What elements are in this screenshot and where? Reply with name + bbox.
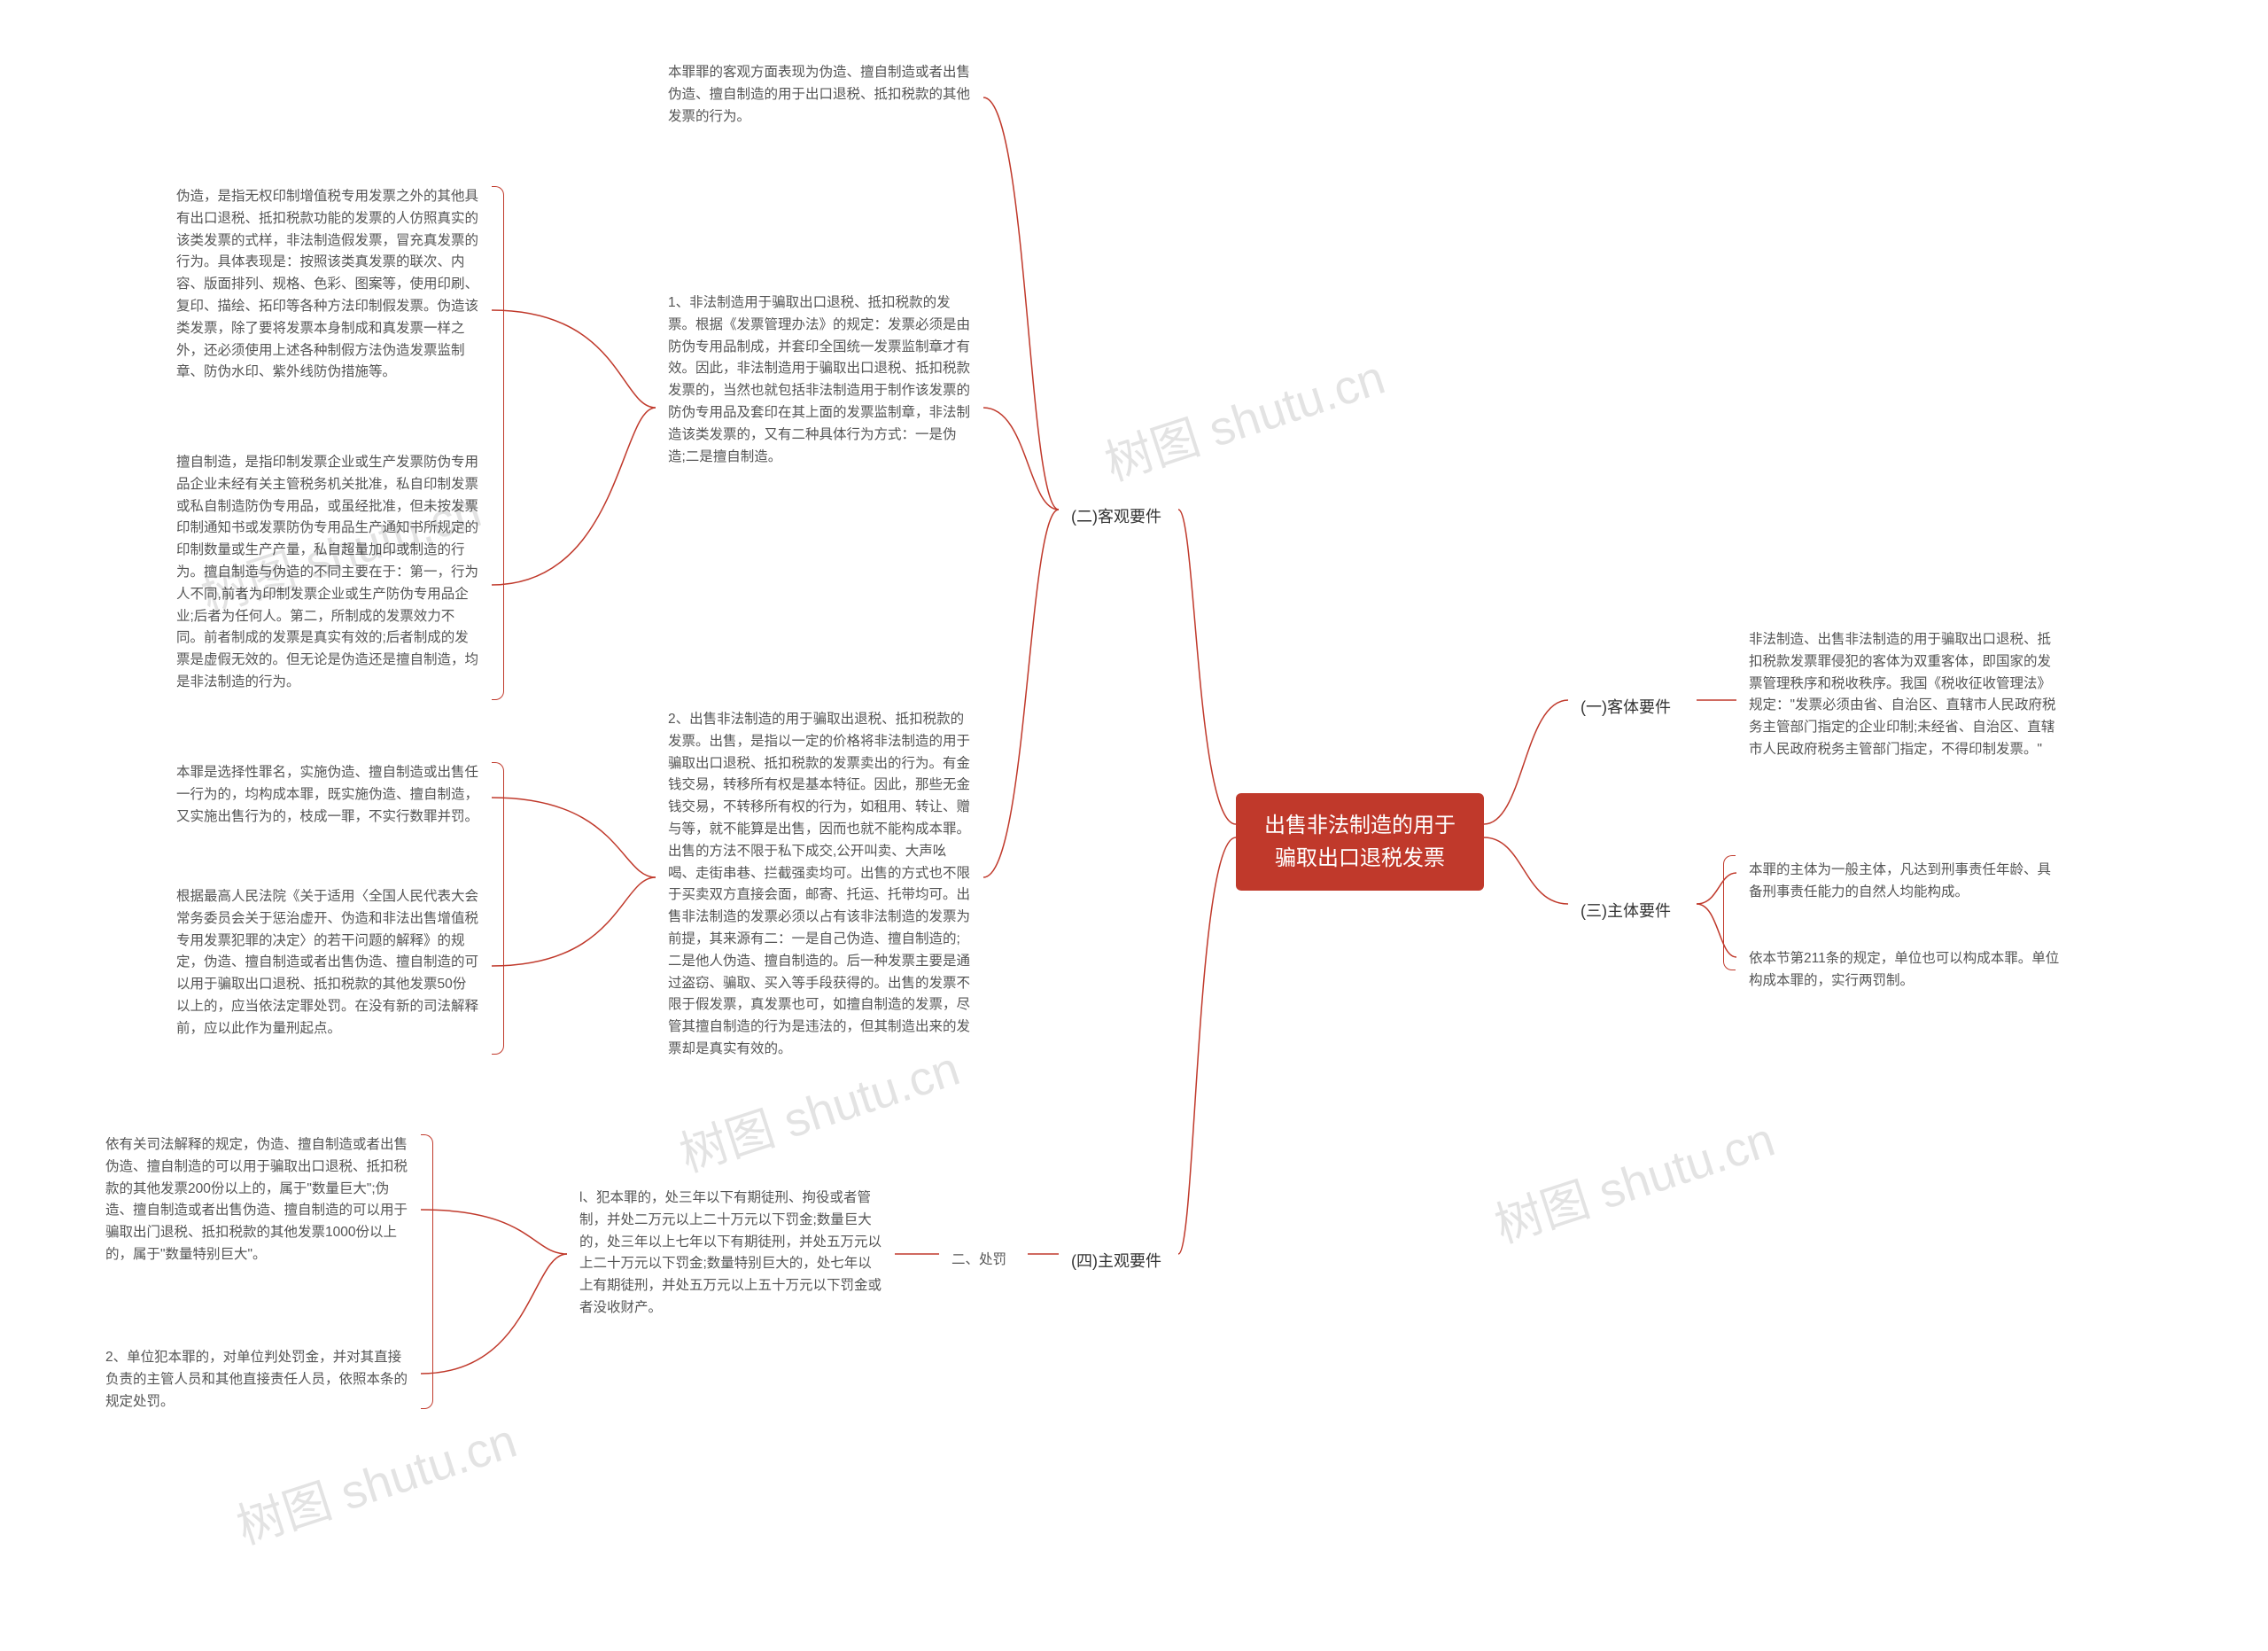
bracket <box>492 762 504 1055</box>
bracket <box>421 1134 433 1409</box>
branch-zhuti: (三)主体要件 <box>1568 891 1683 933</box>
watermark: 树图 shutu.cn <box>1485 1100 1783 1256</box>
leaf-keguan-intro: 本罪罪的客观方面表现为伪造、擅自制造或者出售伪造、擅自制造的用于出口退税、抵扣税… <box>656 53 983 136</box>
leaf-chufa-1: l、犯本罪的，处三年以下有期徒刑、拘役或者管制，并处二万元以上二十万元以下罚金;… <box>567 1179 895 1328</box>
leaf-keguan-2: 2、出售非法制造的用于骗取出退税、抵扣税款的发票。出售，是指以一定的价格将非法制… <box>656 700 983 1070</box>
bracket <box>492 186 504 700</box>
leaf-chufa-1-sub2: 2、单位犯本罪的，对单位判处罚金，并对其直接负责的主管人员和其他直接责任人员，依… <box>93 1338 421 1421</box>
leaf-keti-1: 非法制造、出售非法制造的用于骗取出口退税、抵扣税款发票罪侵犯的客体为双重客体，即… <box>1736 620 2073 770</box>
leaf-keguan-1-sub2: 擅自制造，是指印制发票企业或生产发票防伪专用品企业未经有关主管税务机关批准，私自… <box>164 443 492 703</box>
bracket <box>1723 855 1736 970</box>
watermark: 树图 shutu.cn <box>1095 338 1393 494</box>
branch-keguan: (二)客观要件 <box>1059 496 1174 539</box>
leaf-keguan-1-sub1: 伪造，是指无权印制增值税专用发票之外的其他具有出口退税、抵扣税款功能的发票的人仿… <box>164 177 492 393</box>
leaf-keguan-2-sub2: 根据最高人民法院《关于适用〈全国人民代表大会常务委员会关于惩治虚开、伪造和非法出… <box>164 877 492 1049</box>
leaf-zhuti-1: 本罪的主体为一般主体，凡达到刑事责任年龄、具备刑事责任能力的自然人均能构成。 <box>1736 851 2073 913</box>
watermark: 树图 shutu.cn <box>227 1401 524 1557</box>
branch-zhuguan: (四)主观要件 <box>1059 1241 1174 1283</box>
leaf-keguan-1: 1、非法制造用于骗取出口退税、抵扣税款的发票。根据《发票管理办法》的规定：发票必… <box>656 284 983 477</box>
leaf-keguan-2-sub1: 本罪是选择性罪名，实施伪造、擅自制造或出售任一行为的，均构成本罪，既实施伪造、擅… <box>164 753 492 837</box>
leaf-chufa-1-sub1: 依有关司法解释的规定，伪造、擅自制造或者出售伪造、擅自制造的可以用于骗取出口退税… <box>93 1125 421 1275</box>
leaf-zhuti-2: 依本节第211条的规定，单位也可以构成本罪。单位构成本罪的，实行两罚制。 <box>1736 939 2073 1001</box>
center-topic: 出售非法制造的用于骗取出口退税发票 <box>1236 793 1484 891</box>
branch-keti: (一)客体要件 <box>1568 687 1683 729</box>
leaf-chufa-label: 二、处罚 <box>939 1241 1028 1281</box>
